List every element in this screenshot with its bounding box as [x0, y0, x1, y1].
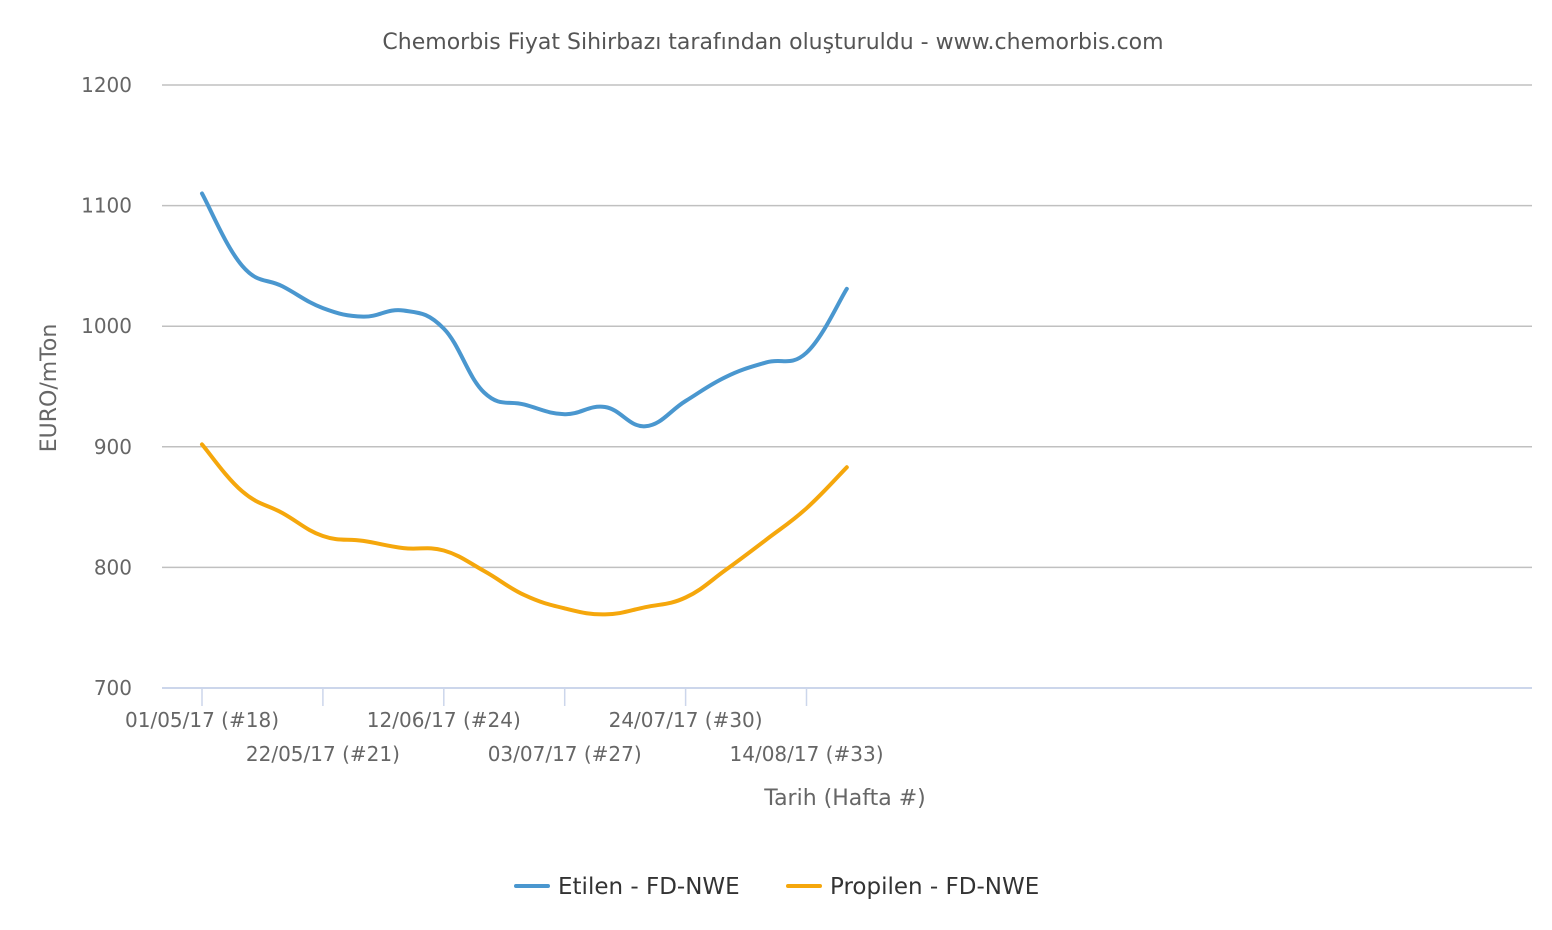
y-tick-label: 1200 [81, 73, 132, 97]
legend[interactable]: Etilen - FD-NWE Propilen - FD-NWE [514, 874, 1039, 900]
x-tick-label: 01/05/17 (#18) [125, 708, 279, 732]
gridlines [162, 84, 1532, 569]
y-tick-label: 800 [94, 555, 132, 579]
y-axis-title: EURO/mTon [37, 324, 62, 453]
y-axis-tick-labels: 700 800 900 1000 1100 1200 [81, 73, 132, 700]
legend-item-propilen[interactable]: Propilen - FD-NWE [786, 874, 1039, 900]
legend-label-etilen: Etilen - FD-NWE [558, 874, 740, 900]
x-axis-title: Tarih (Hafta #) [763, 786, 925, 811]
y-tick-label: 700 [94, 676, 132, 700]
x-tick-label: 24/07/17 (#30) [609, 708, 763, 732]
y-tick-label: 900 [94, 435, 132, 459]
x-tick-label: 22/05/17 (#21) [246, 742, 400, 766]
chart-title: Chemorbis Fiyat Sihirbazı tarafından olu… [382, 30, 1163, 55]
legend-item-etilen[interactable]: Etilen - FD-NWE [514, 874, 740, 900]
legend-label-propilen: Propilen - FD-NWE [830, 874, 1039, 900]
series-lines [200, 191, 849, 617]
x-tick-label: 03/07/17 (#27) [488, 742, 642, 766]
x-tick-label: 14/08/17 (#33) [730, 742, 884, 766]
series-line-propilen[interactable] [200, 442, 849, 617]
x-axis-tick-labels: 01/05/17 (#18) 22/05/17 (#21) 12/06/17 (#2… [125, 688, 884, 766]
x-tick-label: 12/06/17 (#24) [367, 708, 521, 732]
series-line-etilen[interactable] [200, 191, 849, 429]
y-tick-label: 1000 [81, 314, 132, 338]
y-tick-label: 1100 [81, 194, 132, 218]
